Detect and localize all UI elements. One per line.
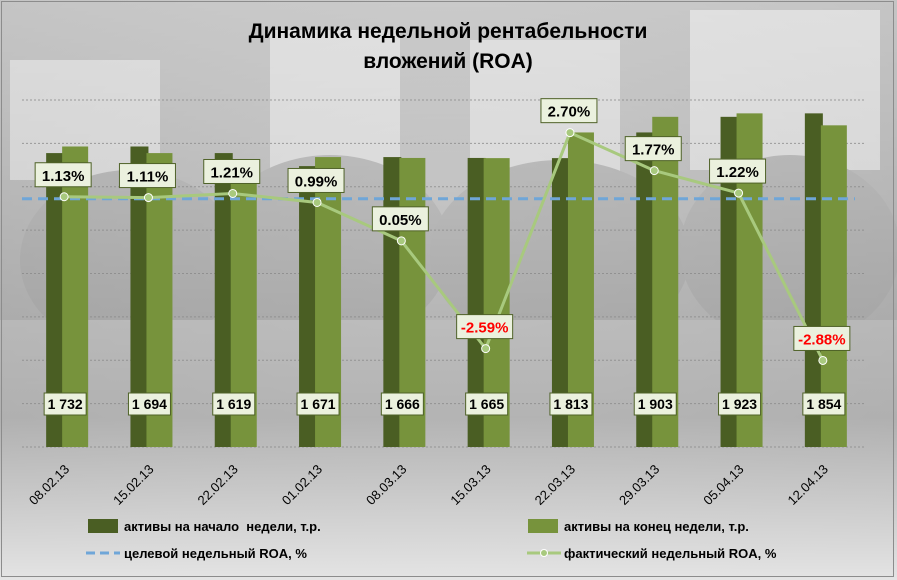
roa-value-label: -2.59% bbox=[461, 320, 509, 337]
legend-item-target-roa: целевой недельный ROA, % bbox=[86, 546, 307, 561]
bar-value-label: 1 903 bbox=[638, 396, 673, 412]
bar-value-label: 1 694 bbox=[132, 396, 167, 412]
actual-roa-point bbox=[59, 192, 69, 202]
roa-value-label-box bbox=[371, 206, 429, 232]
bar-value-label-box bbox=[43, 392, 87, 416]
roa-value-label: 1.13% bbox=[42, 168, 85, 185]
roa-value-label-box bbox=[118, 163, 176, 189]
bar-value-label-box bbox=[633, 392, 677, 416]
legend-label-actual-roa: фактический недельный ROA, % bbox=[564, 546, 777, 561]
roa-value-label: 1.77% bbox=[632, 142, 675, 159]
legend-label-start-assets: активы на начало недели, т.р. bbox=[124, 519, 321, 534]
bar-start-assets bbox=[636, 132, 655, 447]
roa-value-label-box bbox=[34, 162, 92, 188]
roa-value-label: 0.99% bbox=[295, 173, 338, 190]
roa-value-label-box bbox=[624, 136, 682, 162]
chart-title-line-1: Динамика недельной рентабельности bbox=[249, 20, 648, 43]
actual-roa-point bbox=[396, 236, 406, 246]
actual-roa-line-path bbox=[64, 130, 825, 362]
bar-value-label-box bbox=[127, 392, 171, 416]
roa-value-label: -2.88% bbox=[798, 331, 846, 348]
roa-value-labels: 1.13% 1.11% 1.21% 0.99% 0.05% -2.59% 2.70% 1.77… bbox=[34, 98, 851, 351]
bar-start-assets bbox=[551, 158, 570, 447]
legend-item-actual-roa: фактический недельный ROA, % bbox=[527, 546, 777, 561]
roa-value-label: 2.70% bbox=[548, 104, 591, 121]
chart-title-line-2: вложений (ROA) bbox=[363, 50, 533, 73]
roa-value-label: 0.05% bbox=[379, 212, 422, 229]
roa-value-label: 1.21% bbox=[210, 164, 253, 181]
bar-start-assets bbox=[130, 146, 149, 448]
legend-marker-actual-roa bbox=[540, 549, 548, 557]
bar-value-label: 1 732 bbox=[48, 396, 83, 412]
bar-value-label: 1 854 bbox=[806, 396, 841, 412]
bar-start-assets bbox=[214, 153, 233, 447]
actual-roa-point bbox=[143, 193, 153, 203]
roa-value-label-box bbox=[203, 158, 261, 184]
bar-start-assets bbox=[804, 113, 823, 447]
bar-start-assets bbox=[299, 166, 318, 447]
legend-label-target-roa: целевой недельный ROA, % bbox=[124, 546, 307, 561]
actual-roa-point bbox=[818, 355, 828, 365]
bar-value-label-box bbox=[549, 392, 593, 416]
bar-start-assets bbox=[467, 157, 486, 447]
bar-value-label: 1 619 bbox=[216, 396, 251, 412]
actual-roa-point bbox=[649, 166, 659, 176]
actual-roa-point bbox=[228, 188, 238, 198]
roa-value-label: 1.22% bbox=[716, 164, 759, 181]
roa-value-label-box bbox=[540, 98, 598, 124]
bar-value-label: 1 666 bbox=[385, 396, 420, 412]
legend-item-end-assets: активы на конец недели, т.р. bbox=[528, 519, 749, 534]
bar-value-label: 1 665 bbox=[469, 396, 504, 412]
bar-value-label-box bbox=[380, 392, 424, 416]
actual-roa-line bbox=[59, 128, 828, 365]
bar-value-label-box bbox=[802, 392, 846, 416]
legend: активы на начало недели, т.р. активы на … bbox=[86, 519, 777, 561]
bar-value-label-box bbox=[718, 392, 762, 416]
roa-value-label-box bbox=[793, 325, 851, 351]
roa-value-label-box bbox=[456, 314, 514, 340]
legend-label-end-assets: активы на конец недели, т.р. bbox=[564, 519, 749, 534]
bar-value-label: 1 671 bbox=[301, 396, 336, 412]
bar-value-label-box bbox=[465, 392, 509, 416]
legend-swatch-start-assets bbox=[88, 519, 118, 533]
bar-value-label: 1 923 bbox=[722, 396, 757, 412]
roa-value-label: 1.11% bbox=[127, 169, 169, 186]
actual-roa-point bbox=[565, 128, 575, 138]
actual-roa-point bbox=[481, 344, 491, 354]
bar-value-labels: 1 732 1 694 1 619 1 671 1 666 1 665 1 813 1 903… bbox=[43, 392, 846, 416]
legend-swatch-end-assets bbox=[528, 519, 558, 533]
legend-item-start-assets: активы на начало недели, т.р. bbox=[88, 519, 321, 534]
bar-series bbox=[46, 113, 847, 448]
actual-roa-point bbox=[734, 188, 744, 198]
bar-start-assets bbox=[46, 153, 65, 447]
bar-value-label: 1 813 bbox=[553, 396, 588, 412]
bar-value-label-box bbox=[212, 392, 256, 416]
bar-value-label-box bbox=[296, 392, 340, 416]
roa-value-label-box bbox=[709, 158, 767, 184]
roa-value-label-box bbox=[287, 167, 345, 193]
actual-roa-point bbox=[312, 197, 322, 207]
